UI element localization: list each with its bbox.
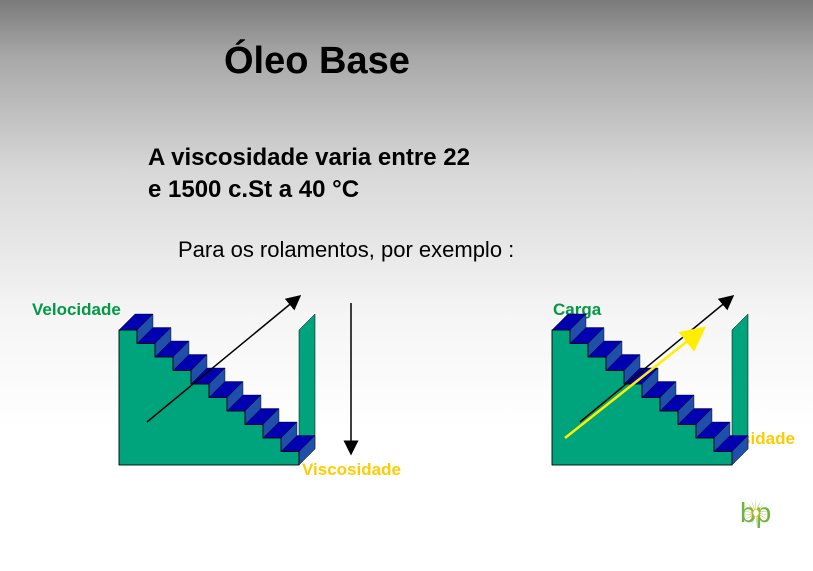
arrows-overlay [0, 0, 813, 571]
slide-subtitle: A viscosidade varia entre 22 e 1500 c.St… [148, 142, 470, 207]
slide-caption: Para os rolamentos, por exemplo : [178, 237, 514, 263]
bp-logo: bp [740, 497, 771, 529]
slide-title: Óleo Base [224, 40, 410, 83]
stairs-right-diagram [548, 310, 752, 469]
bp-helios-icon [740, 497, 772, 529]
stairs-left-diagram [115, 310, 319, 469]
subtitle-line2: e 1500 c.St a 40 °C [148, 176, 359, 203]
subtitle-line1: A viscosidade varia entre 22 [148, 144, 470, 171]
label-velocidade: Velocidade [32, 300, 121, 320]
